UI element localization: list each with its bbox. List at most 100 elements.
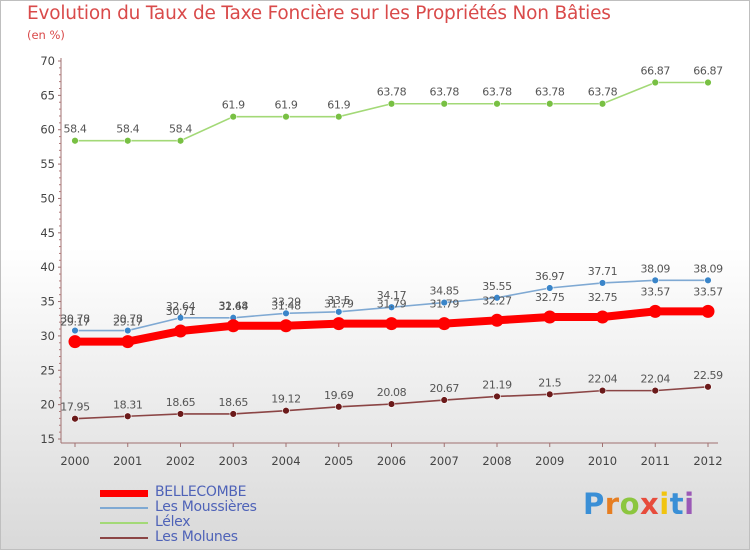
data-label: 32.27 (482, 294, 512, 307)
data-label: 38.09 (693, 262, 723, 275)
data-point (651, 276, 659, 285)
y-axis-unit-label: (en %) (27, 28, 65, 42)
data-point (279, 319, 293, 333)
data-label: 66.87 (693, 65, 723, 78)
logo-letter: x (640, 487, 660, 521)
y-tick-label: 15 (40, 432, 55, 446)
data-point (226, 319, 240, 333)
data-label: 30.78 (60, 313, 90, 326)
data-label: 61.9 (222, 99, 245, 112)
data-label: 61.9 (275, 99, 298, 112)
data-point (176, 314, 185, 322)
legend-item-bellecombe: BELLECOMBE (100, 484, 320, 501)
data-label: 17.95 (60, 401, 90, 414)
logo-letter: r (604, 487, 620, 521)
data-label: 21.19 (482, 378, 512, 391)
data-label: 22.59 (693, 369, 723, 382)
data-point (71, 137, 79, 145)
legend-label: Les Moussières (155, 499, 257, 515)
data-point (651, 386, 659, 395)
data-label: 63.78 (588, 86, 618, 99)
data-label: 33.5 (327, 294, 350, 307)
logo-letter: t (669, 487, 685, 521)
proxiti-logo: Proxiti (583, 487, 695, 521)
data-point (174, 324, 187, 338)
logo-letter: i (659, 487, 670, 521)
data-label: 22.04 (588, 373, 618, 386)
x-tick-label: 2005 (324, 454, 353, 468)
data-label: 63.78 (535, 86, 565, 99)
data-label: 34.17 (377, 289, 407, 302)
data-label: 29.17 (113, 316, 143, 329)
data-point (493, 100, 501, 108)
data-label: 58.4 (64, 123, 87, 136)
data-point (598, 386, 607, 395)
y-tick-label: 25 (40, 363, 55, 377)
data-point (335, 112, 343, 121)
chart-title: Evolution du Taux de Taxe Foncière sur l… (27, 3, 611, 24)
x-tick-label: 2010 (588, 454, 617, 468)
x-tick-label: 2007 (430, 454, 459, 468)
data-label: 61.9 (327, 99, 350, 112)
data-label: 30.78 (113, 313, 143, 326)
legend-swatch (100, 537, 148, 539)
data-label: 33.29 (271, 295, 301, 308)
legend-label: BELLECOMBE (155, 484, 247, 500)
data-point (596, 310, 609, 324)
data-label: 31.79 (430, 298, 460, 311)
legend-item-lelex: Lélex (100, 514, 320, 531)
data-point (335, 403, 343, 411)
y-tick-label: 55 (40, 157, 55, 171)
data-label: 18.65 (166, 396, 196, 409)
x-tick-label: 2004 (271, 454, 300, 468)
data-point (704, 276, 712, 285)
data-label: 19.12 (271, 393, 301, 406)
data-label: 35.55 (482, 280, 512, 293)
data-point (704, 383, 712, 391)
data-label: 38.09 (641, 262, 671, 275)
data-label: 22.04 (641, 373, 671, 386)
data-label: 32.75 (588, 291, 618, 304)
data-label: 21.5 (538, 376, 561, 389)
data-label: 31.79 (377, 298, 407, 311)
y-tick-label: 30 (40, 329, 55, 343)
data-point (387, 400, 396, 408)
legend-swatch (100, 490, 148, 497)
series-bellecombe: 29.17 29.17 30.71 31.48 31.48 31.79 31.79 31.79… (60, 285, 724, 349)
data-label: 32.64 (166, 300, 196, 313)
y-tick-label: 35 (40, 295, 55, 309)
data-label: 31.79 (324, 298, 354, 311)
legend-item-les-molunes: Les Molunes (100, 529, 320, 546)
data-label: 63.78 (482, 86, 512, 99)
series-les-molunes: 17.95 18.31 18.65 18.65 19.12 19.69 20.08 20.67… (60, 369, 724, 423)
legend-label: Lélex (155, 514, 191, 530)
data-point (598, 100, 607, 108)
data-label: 63.78 (377, 86, 407, 99)
data-point (490, 313, 504, 327)
legend-swatch (100, 507, 148, 509)
x-tick-label: 2012 (693, 454, 722, 468)
data-label: 20.67 (430, 382, 460, 395)
data-label: 29.17 (60, 316, 90, 329)
logo-letter: o (619, 487, 641, 521)
data-label: 32.75 (535, 291, 565, 304)
data-point (387, 100, 396, 108)
data-point (546, 390, 554, 399)
data-label: 36.97 (535, 270, 565, 283)
data-point (440, 298, 448, 307)
data-point (387, 303, 396, 311)
data-label: 31.48 (219, 300, 249, 313)
x-tick-label: 2011 (641, 454, 670, 468)
data-label: 20.08 (377, 386, 407, 399)
data-point (701, 304, 715, 318)
logo-letter: P (583, 487, 605, 521)
data-label: 19.69 (324, 389, 354, 402)
data-label: 33.57 (641, 285, 671, 298)
data-point (124, 326, 132, 335)
data-point (332, 317, 346, 331)
data-point (546, 284, 554, 292)
data-label: 58.4 (169, 123, 192, 136)
data-label: 18.31 (113, 398, 143, 411)
y-tick-label: 60 (40, 123, 55, 137)
